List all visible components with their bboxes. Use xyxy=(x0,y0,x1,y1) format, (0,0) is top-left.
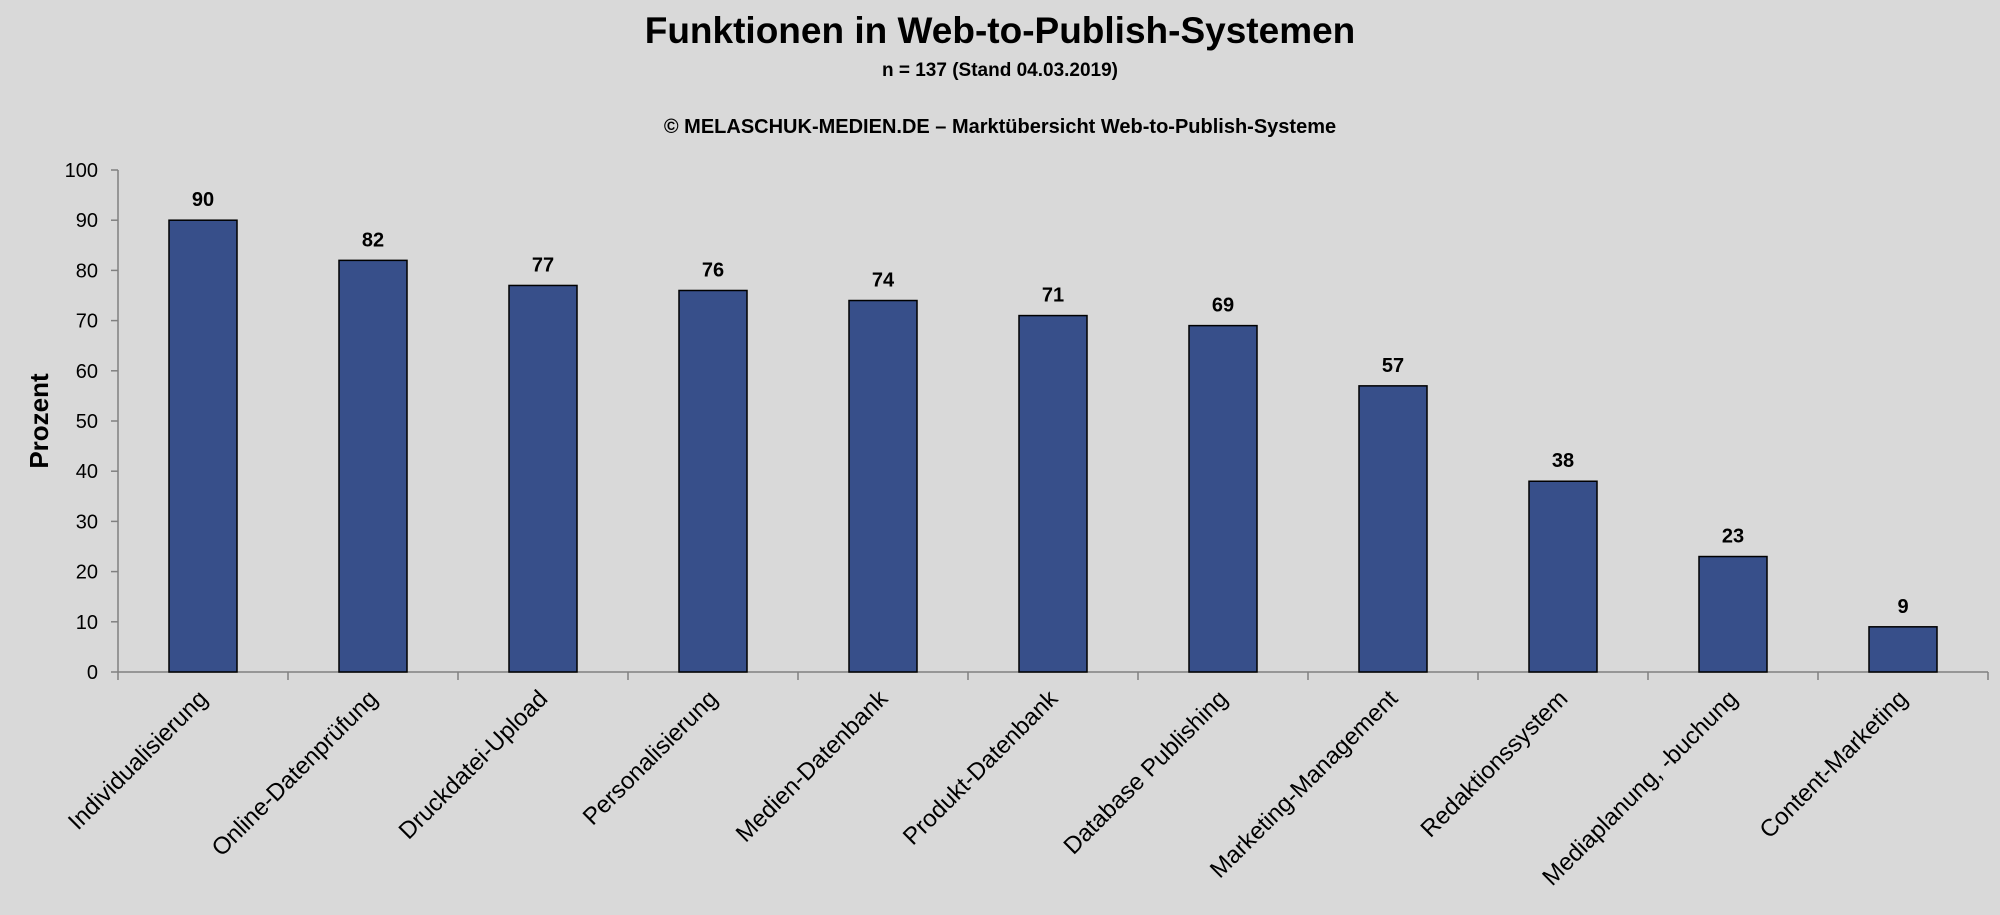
x-tick-label: Database Publishing xyxy=(1058,685,1233,860)
x-tick-label: Medien-Datenbank xyxy=(731,684,894,847)
bar xyxy=(678,289,748,673)
bar xyxy=(1188,324,1258,673)
x-tick-label: Mediaplanung, -buchung xyxy=(1537,685,1743,891)
x-tick-label: Marketing-Management xyxy=(1205,685,1404,884)
y-tick-label: 90 xyxy=(76,210,98,232)
x-tick-label: Druckdatei-Upload xyxy=(394,685,554,845)
data-label: 69 xyxy=(1212,295,1234,317)
chart-title: Funktionen in Web-to-Publish-Systemen xyxy=(644,10,1356,51)
x-tick-label: Individualisierung xyxy=(63,685,213,835)
y-axis-title: Prozent xyxy=(24,373,54,469)
bar xyxy=(1698,555,1768,673)
bar xyxy=(338,259,408,673)
y-tick-label: 100 xyxy=(65,160,98,182)
bar xyxy=(168,219,238,673)
x-tick-label: Redaktionssystem xyxy=(1416,685,1574,843)
data-label: 57 xyxy=(1382,355,1404,377)
y-tick-label: 50 xyxy=(76,411,98,433)
data-label: 82 xyxy=(362,229,384,251)
data-label: 74 xyxy=(872,270,895,292)
y-tick-label: 40 xyxy=(76,461,98,483)
y-tick-label: 10 xyxy=(76,612,98,634)
data-label: 38 xyxy=(1552,450,1574,472)
chart-subtitle: n = 137 (Stand 04.03.2019) xyxy=(881,60,1119,81)
bar xyxy=(508,284,578,673)
y-tick-label: 0 xyxy=(87,662,98,684)
chart-copyright: © MELASCHUK-MEDIEN.DE – Marktübersicht W… xyxy=(663,116,1337,138)
x-tick-label: Produkt-Datenbank xyxy=(898,684,1064,850)
bar xyxy=(1018,314,1088,673)
y-tick-label: 30 xyxy=(76,511,98,533)
bar xyxy=(1528,480,1598,673)
data-label: 9 xyxy=(1897,596,1908,618)
data-label: 77 xyxy=(532,254,554,276)
x-tick-label: Personalisierung xyxy=(578,685,724,831)
data-label: 23 xyxy=(1722,526,1744,548)
bar xyxy=(1868,626,1938,673)
y-tick-label: 80 xyxy=(76,260,98,282)
bar xyxy=(848,299,918,673)
y-tick-label: 60 xyxy=(76,361,98,383)
y-tick-label: 20 xyxy=(76,562,98,584)
y-tick-label: 70 xyxy=(76,311,98,333)
bar xyxy=(1358,385,1428,673)
data-label: 71 xyxy=(1042,285,1064,307)
data-label: 76 xyxy=(702,259,724,281)
data-label: 90 xyxy=(192,189,214,211)
x-tick-label: Content-Marketing xyxy=(1755,685,1914,844)
x-tick-label: Online-Datenprüfung xyxy=(207,685,384,862)
